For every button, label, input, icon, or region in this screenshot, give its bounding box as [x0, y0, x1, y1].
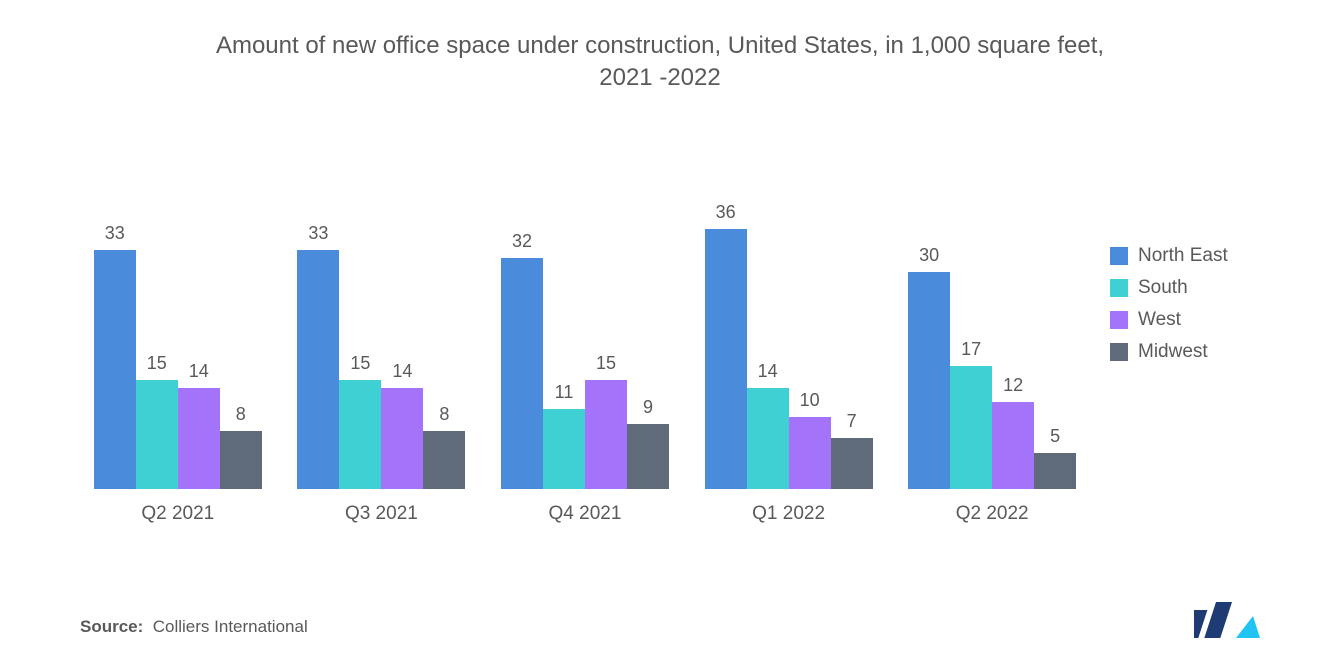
- source-text: Colliers International: [153, 617, 308, 636]
- bar-value-label: 14: [392, 361, 412, 382]
- bar: [381, 388, 423, 489]
- bar-value-label: 8: [439, 404, 449, 425]
- bar: [220, 431, 262, 489]
- bar-value-label: 8: [236, 404, 246, 425]
- bar-column: 7: [831, 189, 873, 489]
- bar-value-label: 15: [596, 353, 616, 374]
- bar-value-label: 17: [961, 339, 981, 360]
- bar: [501, 258, 543, 489]
- bar: [627, 424, 669, 489]
- bar: [747, 388, 789, 489]
- bar-column: 30: [908, 189, 950, 489]
- bar-row: 36 14 10 7: [701, 189, 877, 489]
- bar-column: 17: [950, 189, 992, 489]
- bar-column: 8: [220, 189, 262, 489]
- legend-label: North East: [1138, 245, 1228, 267]
- bar-value-label: 33: [308, 223, 328, 244]
- legend-label: Midwest: [1138, 341, 1208, 363]
- bar-column: 9: [627, 189, 669, 489]
- source-prefix: Source:: [80, 617, 143, 636]
- category-label: Q2 2022: [956, 503, 1029, 525]
- bar: [789, 417, 831, 489]
- bar-column: 11: [543, 189, 585, 489]
- bar: [423, 431, 465, 489]
- bar-column: 14: [178, 189, 220, 489]
- bar-row: 32 11 15 9: [497, 189, 673, 489]
- bar-column: 14: [381, 189, 423, 489]
- legend-item: South: [1110, 277, 1260, 299]
- bar-value-label: 33: [105, 223, 125, 244]
- chart-container: 33 15 14 8 Q2 2021 33 15 14 8 Q3 2021 32 11 15 9 Q4 20…: [60, 185, 1260, 525]
- bar-value-label: 14: [189, 361, 209, 382]
- bar-column: 12: [992, 189, 1034, 489]
- bar-column: 10: [789, 189, 831, 489]
- bar-value-label: 7: [847, 411, 857, 432]
- legend-swatch: [1110, 311, 1128, 329]
- legend-item: Midwest: [1110, 341, 1260, 363]
- brand-logo: [1194, 602, 1260, 643]
- bar-value-label: 32: [512, 231, 532, 252]
- bar-value-label: 10: [800, 390, 820, 411]
- bar-group: 33 15 14 8 Q2 2021: [90, 189, 266, 525]
- bar-value-label: 9: [643, 397, 653, 418]
- bar-value-label: 11: [555, 382, 574, 403]
- legend-swatch: [1110, 279, 1128, 297]
- logo-bar-2: [1204, 602, 1232, 638]
- legend: North East South West Midwest: [1110, 245, 1260, 363]
- bar-group: 32 11 15 9 Q4 2021: [497, 189, 673, 525]
- bar: [831, 438, 873, 489]
- bar-chart: 33 15 14 8 Q2 2021 33 15 14 8 Q3 2021 32 11 15 9 Q4 20…: [90, 185, 1080, 525]
- bar-column: 36: [705, 189, 747, 489]
- bar: [705, 229, 747, 489]
- bar-group: 30 17 12 5 Q2 2022: [904, 189, 1080, 525]
- bar-column: 15: [136, 189, 178, 489]
- bar-group: 33 15 14 8 Q3 2021: [294, 189, 470, 525]
- bar: [950, 366, 992, 489]
- bar: [1034, 453, 1076, 489]
- legend-label: West: [1138, 309, 1181, 331]
- bar-column: 8: [423, 189, 465, 489]
- bar: [94, 250, 136, 488]
- legend-item: North East: [1110, 245, 1260, 267]
- bar-column: 15: [339, 189, 381, 489]
- bar-row: 33 15 14 8: [294, 189, 470, 489]
- bar-value-label: 15: [147, 353, 167, 374]
- legend-swatch: [1110, 343, 1128, 361]
- bar-column: 14: [747, 189, 789, 489]
- bar-value-label: 15: [350, 353, 370, 374]
- bar-value-label: 14: [758, 361, 778, 382]
- legend-item: West: [1110, 309, 1260, 331]
- bar-row: 30 17 12 5: [904, 189, 1080, 489]
- legend-swatch: [1110, 247, 1128, 265]
- bar: [339, 380, 381, 488]
- bar-value-label: 5: [1050, 426, 1060, 447]
- bar-value-label: 36: [716, 202, 736, 223]
- bar: [992, 402, 1034, 489]
- bar: [585, 380, 627, 488]
- bar-column: 32: [501, 189, 543, 489]
- bar-column: 33: [94, 189, 136, 489]
- bar-value-label: 12: [1003, 375, 1023, 396]
- logo-triangle: [1236, 616, 1260, 638]
- bar: [136, 380, 178, 488]
- bar: [178, 388, 220, 489]
- chart-title: Amount of new office space under constru…: [210, 30, 1110, 95]
- logo-bar-1: [1194, 610, 1207, 638]
- category-label: Q3 2021: [345, 503, 418, 525]
- bar-column: 5: [1034, 189, 1076, 489]
- bar-column: 33: [297, 189, 339, 489]
- source-footer: Source: Colliers International: [80, 617, 308, 637]
- legend-label: South: [1138, 277, 1188, 299]
- category-label: Q2 2021: [141, 503, 214, 525]
- bar-column: 15: [585, 189, 627, 489]
- category-label: Q4 2021: [549, 503, 622, 525]
- bar: [297, 250, 339, 488]
- bar: [908, 272, 950, 489]
- bar-value-label: 30: [919, 245, 939, 266]
- bar: [543, 409, 585, 488]
- bar-row: 33 15 14 8: [90, 189, 266, 489]
- bar-group: 36 14 10 7 Q1 2022: [701, 189, 877, 525]
- category-label: Q1 2022: [752, 503, 825, 525]
